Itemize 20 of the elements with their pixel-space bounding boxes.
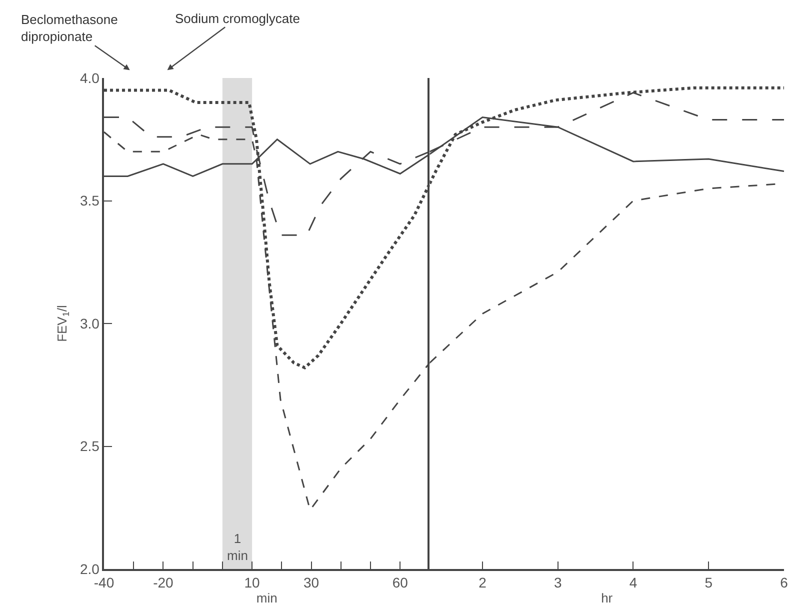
x-tick-label: 6 <box>780 574 788 591</box>
x-tick-label: 5 <box>704 574 713 591</box>
x-tick-label: 60 <box>392 574 408 591</box>
x-tick-label: 10 <box>244 574 260 591</box>
text: Beclomethasone dipropionate <box>21 12 118 44</box>
y-tick-label: 2.5 <box>80 438 100 454</box>
x-tick-label: 2 <box>478 574 487 591</box>
x-tick-label: -40 <box>94 574 114 591</box>
x-axis-title: min <box>256 590 278 606</box>
x-tick-label: 3 <box>554 574 562 591</box>
x-tick-label: 30 <box>303 574 320 591</box>
x-tick-label: -20 <box>153 574 174 591</box>
band-label: 1 min <box>227 531 248 563</box>
y-tick-label: 3.0 <box>80 315 100 332</box>
x-tick-label: 4 <box>629 574 638 591</box>
x-axis-title: hr <box>601 590 614 606</box>
y-tick-label: 3.5 <box>80 192 100 209</box>
text: Sodium cromoglycate <box>175 11 300 26</box>
y-tick-label: 4.0 <box>80 70 100 86</box>
y-tick-label: 2.0 <box>80 560 100 577</box>
